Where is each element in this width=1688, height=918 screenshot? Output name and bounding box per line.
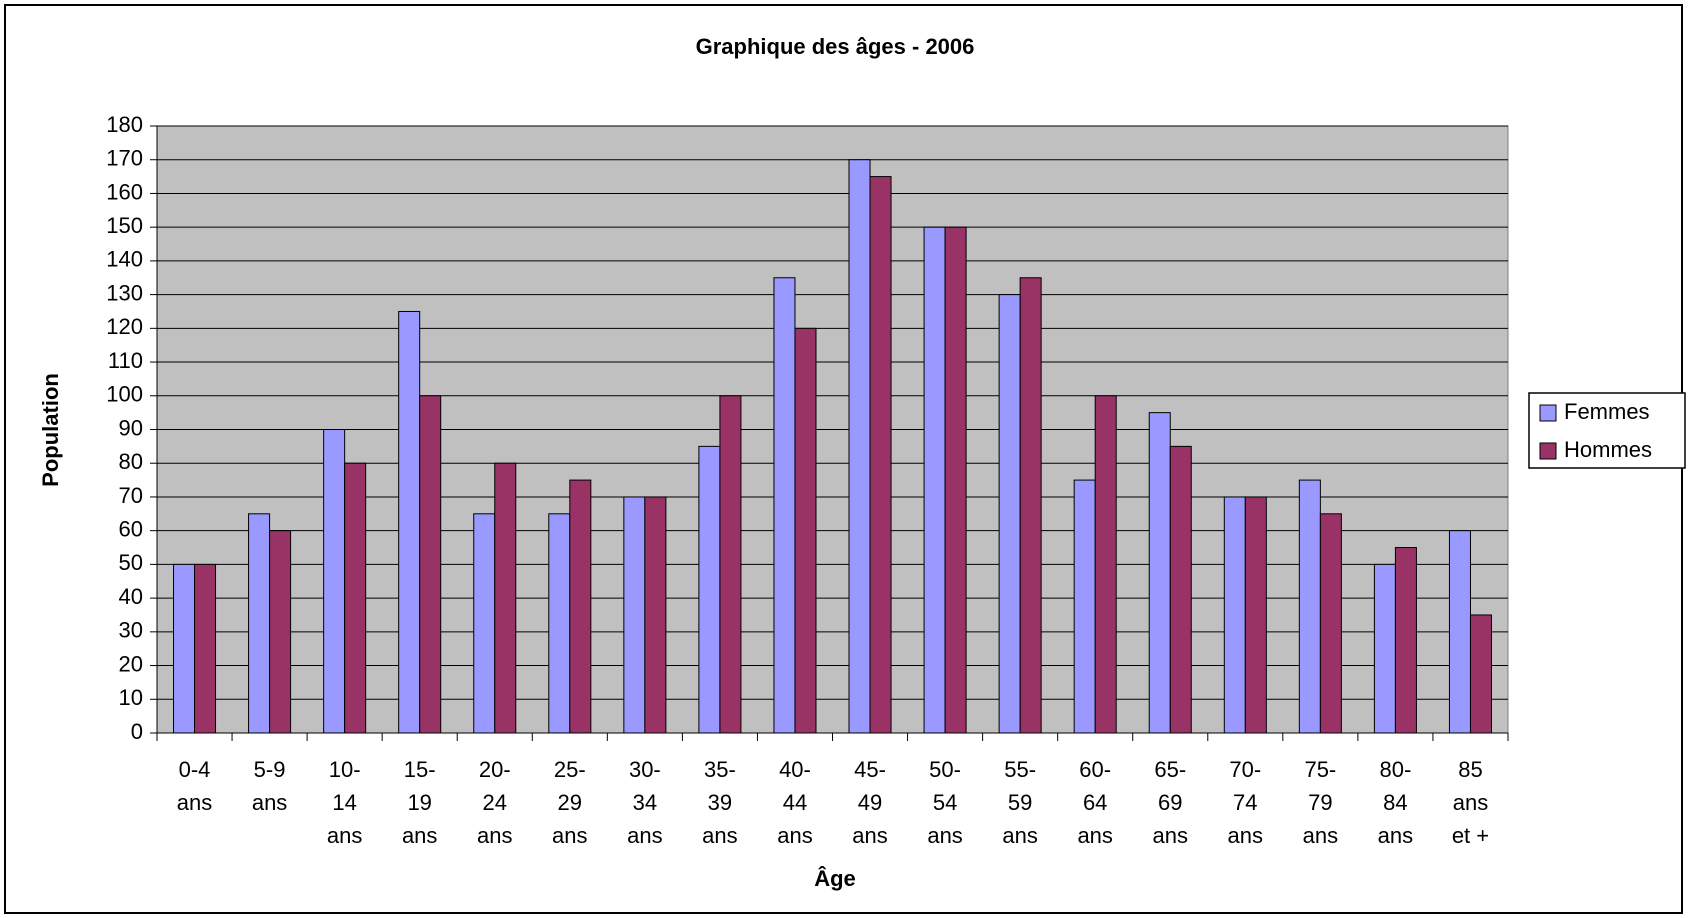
x-tick-label: 15-19 ans bbox=[401, 757, 438, 848]
bar bbox=[1223, 496, 1246, 734]
y-tick-label: 50 bbox=[119, 550, 143, 575]
x-tick-label: 60-64 ans bbox=[1077, 757, 1113, 848]
x-tick-label: 75-79 ans bbox=[1302, 757, 1339, 848]
bar bbox=[173, 563, 196, 734]
bar bbox=[1073, 479, 1096, 734]
bar bbox=[248, 513, 271, 734]
y-tick-label: 20 bbox=[119, 651, 143, 676]
bar bbox=[623, 496, 646, 734]
y-tick-label: 150 bbox=[106, 213, 143, 238]
x-tick-label: 70-74 ans bbox=[1227, 757, 1264, 848]
y-tick-label: 80 bbox=[119, 449, 143, 474]
y-tick-label: 40 bbox=[119, 584, 143, 609]
x-axis-label: Âge bbox=[814, 866, 856, 891]
y-tick-label: 30 bbox=[119, 618, 143, 643]
bar bbox=[419, 395, 442, 734]
x-tick-label: 10-14 ans bbox=[326, 757, 363, 848]
y-tick-label: 130 bbox=[106, 280, 143, 305]
bar bbox=[869, 176, 892, 734]
bar bbox=[1469, 614, 1492, 734]
bar bbox=[548, 513, 571, 734]
bar bbox=[1448, 530, 1471, 734]
bar bbox=[1298, 479, 1321, 734]
y-tick-label: 10 bbox=[119, 685, 143, 710]
bar bbox=[569, 479, 592, 734]
legend-label: Hommes bbox=[1564, 437, 1652, 462]
legend-swatch bbox=[1539, 404, 1557, 422]
legend-label: Femmes bbox=[1564, 399, 1650, 424]
y-tick-label: 100 bbox=[106, 382, 143, 407]
bar bbox=[344, 462, 367, 734]
y-tick-label: 180 bbox=[106, 112, 143, 137]
bar bbox=[1148, 412, 1171, 734]
x-tick-label: 65-69 ans bbox=[1152, 757, 1188, 848]
bar bbox=[1019, 277, 1042, 734]
x-tick-label: 50-54 ans bbox=[927, 757, 963, 848]
bar bbox=[1394, 547, 1417, 734]
chart-title: Graphique des âges - 2006 bbox=[696, 34, 975, 59]
x-tick-label: 30-34 ans bbox=[627, 757, 663, 848]
y-tick-label: 160 bbox=[106, 179, 143, 204]
bar bbox=[923, 226, 946, 734]
x-tick-label: 20-24 ans bbox=[477, 757, 513, 848]
bar bbox=[944, 226, 967, 734]
bar bbox=[323, 429, 346, 734]
y-tick-label: 140 bbox=[106, 247, 143, 272]
x-tick-label: 0-4 ans bbox=[176, 757, 213, 815]
x-tick-label: 25-29 ans bbox=[552, 757, 588, 848]
bar bbox=[1244, 496, 1267, 734]
bar bbox=[1373, 563, 1396, 734]
bar bbox=[398, 310, 421, 734]
bar bbox=[644, 496, 667, 734]
bar bbox=[473, 513, 496, 734]
bar bbox=[794, 327, 817, 734]
x-tick-label: 40-44 ans bbox=[777, 757, 813, 848]
y-axis-label: Population bbox=[38, 373, 63, 487]
y-tick-label: 170 bbox=[106, 146, 143, 171]
bar bbox=[998, 294, 1021, 734]
bar bbox=[1319, 513, 1342, 734]
x-tick-label: 80-84 ans bbox=[1377, 757, 1414, 848]
x-tick-label: 35-39 ans bbox=[702, 757, 738, 848]
x-tick-label: 85 ans et + bbox=[1451, 757, 1490, 848]
y-tick-label: 0 bbox=[131, 719, 143, 744]
y-tick-label: 120 bbox=[106, 314, 143, 339]
bar bbox=[719, 395, 742, 734]
x-tick-label: 5-9 ans bbox=[251, 757, 288, 815]
x-tick-label: 55-59 ans bbox=[1002, 757, 1038, 848]
y-tick-label: 60 bbox=[119, 516, 143, 541]
bar bbox=[269, 530, 292, 734]
bar bbox=[494, 462, 517, 734]
y-tick-label: 110 bbox=[108, 348, 143, 373]
y-tick-label: 70 bbox=[119, 483, 143, 508]
bar bbox=[1094, 395, 1117, 734]
bar bbox=[1169, 445, 1192, 734]
bar bbox=[698, 445, 721, 734]
bar bbox=[773, 277, 796, 734]
bar bbox=[194, 563, 217, 734]
y-tick-label: 90 bbox=[119, 415, 143, 440]
legend-swatch bbox=[1539, 442, 1557, 460]
bar bbox=[848, 159, 871, 734]
x-tick-label: 45-49 ans bbox=[852, 757, 888, 848]
